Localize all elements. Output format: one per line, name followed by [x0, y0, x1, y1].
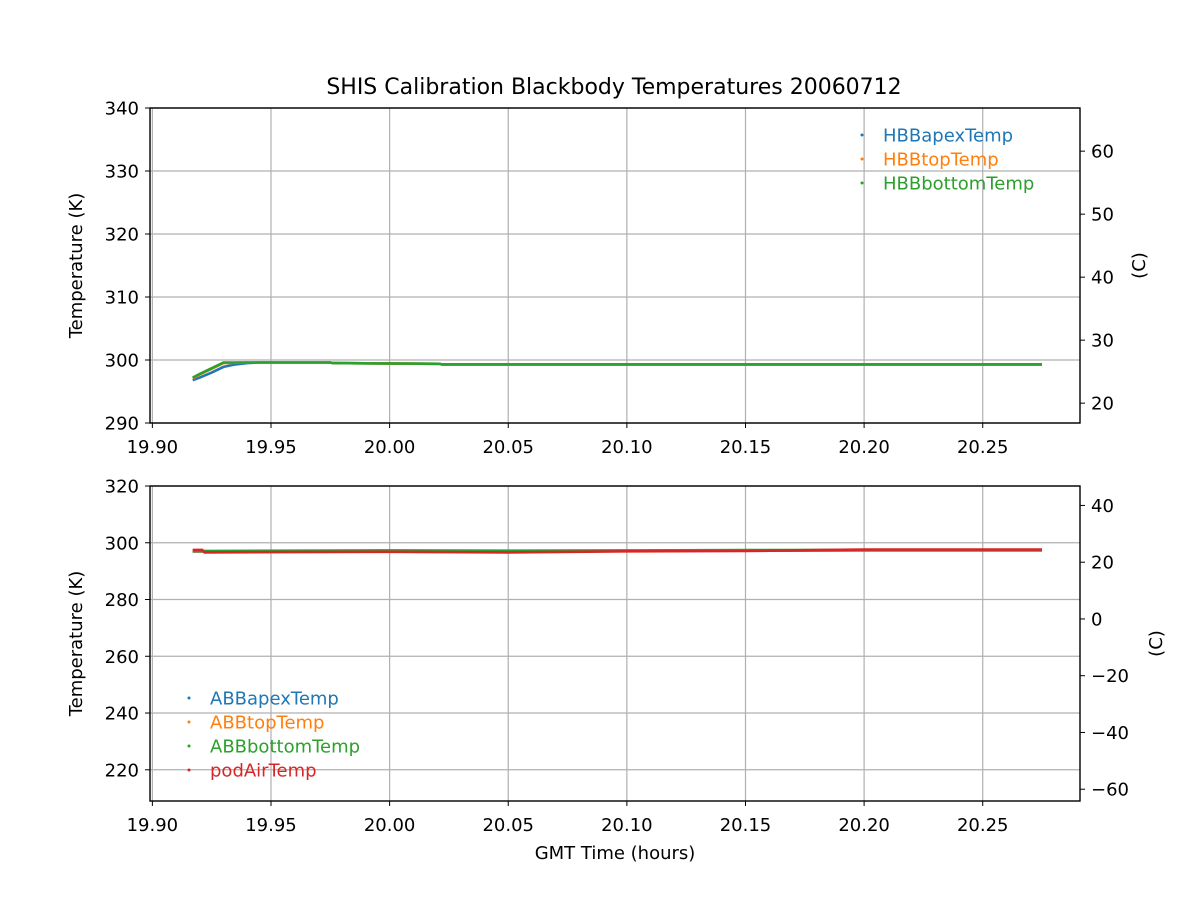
y-right-tick-label: 40 [1091, 496, 1114, 517]
y-tick-label: 330 [105, 162, 139, 183]
bottom-chart: 19.90 19.95 20.00 20.05 20.10 20.15 20.20 20.25… [66, 477, 1167, 865]
y-right-tick-label: −20 [1091, 666, 1129, 687]
figure-title: SHIS Calibration Blackbody Temperatures … [326, 75, 901, 100]
legend-marker [860, 181, 864, 185]
y-tick-label: 320 [105, 225, 139, 246]
y-axis-label: Temperature (K) [66, 193, 87, 340]
legend: HBBapexTemp HBBtopTemp HBBbottomTemp [860, 126, 1034, 195]
legend-marker [187, 744, 191, 748]
y-right-axis-label: (C) [1146, 630, 1167, 657]
y-tick-label: 280 [105, 590, 139, 611]
y-right-tick-label: −40 [1091, 723, 1129, 744]
legend: ABBapexTemp ABBtopTemp ABBbottomTemp podAir… [187, 689, 360, 782]
series-group [192, 361, 1042, 382]
legend-marker [187, 696, 191, 700]
y-right-tick-label: 0 [1091, 609, 1102, 630]
legend-label: podAirTemp [210, 761, 317, 782]
x-tick-label: 20.00 [364, 815, 416, 836]
x-tick-label: 20.15 [720, 437, 772, 458]
y-tick-label: 220 [105, 760, 139, 781]
legend-marker [187, 720, 191, 724]
y-right-tick-label: 60 [1091, 142, 1114, 163]
y-right-tick-label: 20 [1091, 553, 1114, 574]
y-right-tick-label: 30 [1091, 331, 1114, 352]
y-axis-label: Temperature (K) [66, 571, 87, 718]
x-tick-label: 20.10 [601, 815, 653, 836]
x-tick-label: 19.95 [245, 815, 297, 836]
series-group [192, 548, 1042, 554]
legend-marker [187, 768, 191, 772]
x-tick-label: 20.20 [838, 815, 890, 836]
y-tick-label: 240 [105, 704, 139, 725]
legend-label: ABBapexTemp [210, 689, 339, 710]
legend-marker [860, 157, 864, 161]
y-right-tick-label: −60 [1091, 780, 1129, 801]
x-tick-label: 20.25 [957, 815, 1009, 836]
legend-label: ABBtopTemp [210, 713, 324, 734]
series-podAirTemp [192, 548, 1042, 554]
x-tick-label: 20.10 [601, 437, 653, 458]
x-tick-label: 19.90 [127, 437, 179, 458]
x-tick-label: 20.00 [364, 437, 416, 458]
x-axis-label: GMT Time (hours) [535, 843, 696, 864]
y-tick-label: 340 [105, 99, 139, 120]
x-tick-label: 19.90 [127, 815, 179, 836]
legend-marker [860, 133, 864, 137]
series-HBBbottomTemp [192, 361, 1042, 379]
plot-frame [149, 107, 1081, 424]
x-tick-label: 20.25 [957, 437, 1009, 458]
y-right-tick-label: 20 [1091, 394, 1114, 415]
y-tick-label: 260 [105, 647, 139, 668]
plot-frame [149, 485, 1081, 802]
y-right-tick-label: 40 [1091, 268, 1114, 289]
y-tick-label: 320 [105, 477, 139, 498]
y-tick-label: 290 [105, 414, 139, 435]
y-right-tick-label: 50 [1091, 205, 1114, 226]
legend-label: HBBtopTemp [883, 150, 999, 171]
legend-label: ABBbottomTemp [210, 737, 360, 758]
y-tick-label: 300 [105, 351, 139, 372]
y-tick-label: 300 [105, 533, 139, 554]
x-tick-label: 20.15 [720, 815, 772, 836]
x-tick-label: 20.05 [482, 815, 534, 836]
top-chart: 19.90 19.95 20.00 20.05 20.10 20.15 20.20 20.25… [66, 99, 1150, 459]
x-tick-label: 20.05 [482, 437, 534, 458]
legend-label: HBBbottomTemp [883, 174, 1034, 195]
y-tick-label: 310 [105, 288, 139, 309]
x-tick-label: 20.20 [838, 437, 890, 458]
x-tick-label: 19.95 [245, 437, 297, 458]
y-right-axis-label: (C) [1129, 252, 1150, 279]
legend-label: HBBapexTemp [883, 126, 1013, 147]
